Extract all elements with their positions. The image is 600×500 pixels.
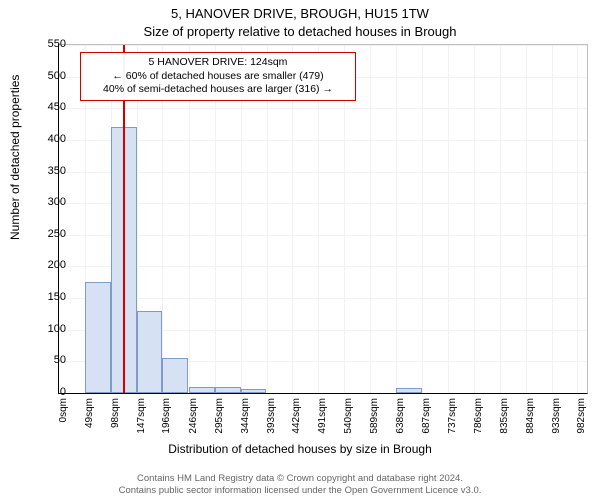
x-tick-label: 638sqm	[395, 398, 406, 438]
x-tick-label: 49sqm	[84, 398, 95, 438]
x-tick-label: 687sqm	[421, 398, 432, 438]
x-tick-label: 344sqm	[240, 398, 251, 438]
chart-title-2: Size of property relative to detached ho…	[0, 24, 600, 39]
x-tick-label: 147sqm	[136, 398, 147, 438]
histogram-bar	[241, 389, 267, 393]
y-tick-label: 400	[26, 133, 66, 145]
y-tick-label: 0	[26, 386, 66, 398]
annotation-line-2: ← 60% of detached houses are smaller (47…	[87, 70, 349, 84]
x-tick-label: 786sqm	[473, 398, 484, 438]
y-tick-label: 350	[26, 165, 66, 177]
y-axis-label: Number of detached properties	[8, 75, 22, 240]
x-tick-label: 442sqm	[291, 398, 302, 438]
annotation-box: 5 HANOVER DRIVE: 124sqm ← 60% of detache…	[80, 52, 356, 101]
x-tick-label: 393sqm	[266, 398, 277, 438]
y-tick-label: 100	[26, 323, 66, 335]
histogram-bar	[137, 311, 163, 393]
x-tick-label: 884sqm	[525, 398, 536, 438]
histogram-bar	[85, 282, 111, 393]
histogram-bar	[396, 388, 422, 393]
annotation-line-1: 5 HANOVER DRIVE: 124sqm	[87, 56, 349, 70]
x-tick-label: 933sqm	[551, 398, 562, 438]
x-tick-label: 491sqm	[317, 398, 328, 438]
y-tick-label: 50	[26, 354, 66, 366]
y-tick-label: 200	[26, 259, 66, 271]
x-tick-label: 982sqm	[576, 398, 587, 438]
x-tick-label: 0sqm	[58, 398, 69, 438]
histogram-bar	[189, 387, 215, 393]
chart-title-1: 5, HANOVER DRIVE, BROUGH, HU15 1TW	[0, 6, 600, 21]
footer-line-2: Contains public sector information licen…	[0, 485, 600, 496]
x-tick-label: 835sqm	[499, 398, 510, 438]
chart-container: 5, HANOVER DRIVE, BROUGH, HU15 1TW Size …	[0, 0, 600, 500]
x-tick-label: 589sqm	[369, 398, 380, 438]
y-tick-label: 550	[26, 38, 66, 50]
y-tick-label: 500	[26, 70, 66, 82]
x-tick-label: 196sqm	[161, 398, 172, 438]
x-tick-label: 737sqm	[447, 398, 458, 438]
footer-text: Contains HM Land Registry data © Crown c…	[0, 473, 600, 496]
y-tick-label: 300	[26, 196, 66, 208]
histogram-bar	[162, 358, 188, 393]
x-tick-label: 98sqm	[110, 398, 121, 438]
x-tick-label: 540sqm	[343, 398, 354, 438]
x-tick-label: 295sqm	[214, 398, 225, 438]
y-tick-label: 250	[26, 228, 66, 240]
histogram-bar	[215, 387, 241, 393]
x-tick-label: 246sqm	[188, 398, 199, 438]
y-tick-label: 450	[26, 101, 66, 113]
footer-line-1: Contains HM Land Registry data © Crown c…	[0, 473, 600, 484]
annotation-line-3: 40% of semi-detached houses are larger (…	[87, 83, 349, 97]
x-axis-label: Distribution of detached houses by size …	[0, 442, 600, 456]
y-tick-label: 150	[26, 291, 66, 303]
